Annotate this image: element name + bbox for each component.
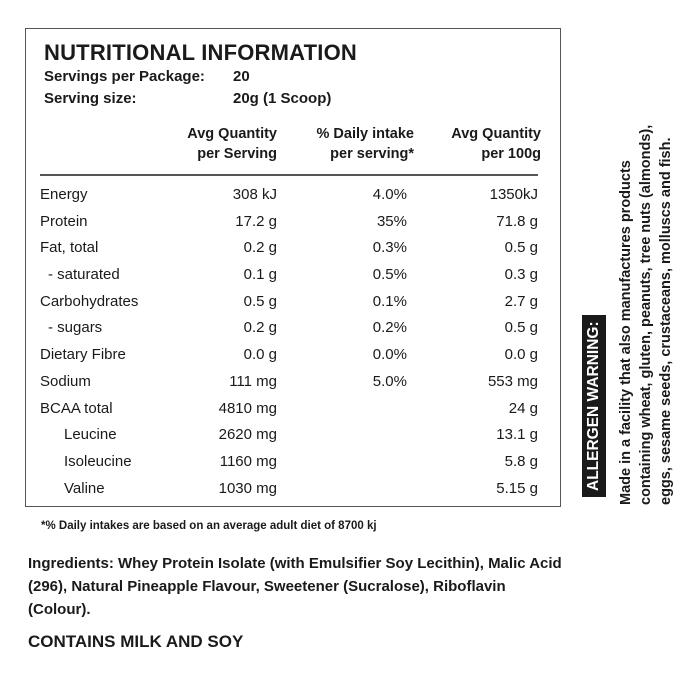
header-line: per serving*: [330, 146, 414, 162]
allergen-line: Made in a facility that also manufacture…: [618, 160, 634, 505]
panel-title: NUTRITIONAL INFORMATION: [44, 40, 357, 65]
table-row: Leucine 2620 mg 13.1 g: [0, 422, 560, 449]
allergen-warning-text: Made in a facility that also manufacture…: [616, 25, 676, 505]
per-100g-value: 0.3 g: [504, 266, 538, 284]
servings-per-package-label: Servings per Package:: [44, 68, 205, 85]
header-line: % Daily intake: [316, 126, 414, 142]
daily-intake-value: 0.1%: [372, 292, 407, 310]
header-divider: [40, 174, 538, 176]
per-serving-value: 2620 mg: [218, 426, 277, 444]
daily-intake-value: 4.0%: [372, 186, 407, 203]
nutrient-name: Leucine: [64, 426, 117, 444]
per-serving-value: 17.2 g: [235, 212, 277, 230]
per-serving-value: 0.0 g: [243, 346, 277, 364]
daily-intake-value: 5.0%: [372, 372, 407, 390]
per-100g-value: 2.7 g: [504, 292, 538, 310]
header-daily-intake: % Daily intake per serving*: [316, 124, 414, 164]
header-line: per 100g: [481, 146, 541, 162]
per-serving-value: 0.5 g: [243, 292, 277, 310]
nutrient-name: Dietary Fibre: [40, 346, 126, 364]
header-per-serving: Avg Quantity per Serving: [187, 124, 277, 164]
per-100g-value: 0.5 g: [504, 319, 538, 337]
per-serving-value: 1160 mg: [219, 452, 277, 470]
servings-per-package-value: 20: [233, 68, 250, 85]
table-row: - sugars 0.2 g 0.2% 0.5 g: [0, 315, 560, 342]
nutrient-name: Energy: [40, 186, 88, 203]
table-row: Fat, total 0.2 g 0.3% 0.5 g: [0, 235, 560, 262]
allergen-line: containing wheat, gluten, peanuts, tree …: [638, 124, 654, 505]
per-100g-value: 24 g: [508, 399, 538, 417]
daily-intake-value: 0.5%: [372, 266, 407, 284]
table-row: Valine 1030 mg 5.15 g: [0, 476, 560, 503]
serving-size-label: Serving size:: [44, 90, 137, 107]
per-100g-value: 5.15 g: [496, 479, 538, 497]
header-line: Avg Quantity: [451, 126, 541, 142]
allergen-line: eggs, sesame seeds, crustaceans, mollusc…: [658, 137, 674, 505]
footnote: *% Daily intakes are based on an average…: [41, 520, 377, 532]
per-100g-value: 0.5 g: [504, 239, 538, 257]
nutrient-name: BCAA total: [40, 399, 113, 417]
per-serving-value: 0.1 g: [243, 266, 277, 284]
per-serving-value: 1030 mg: [218, 479, 277, 497]
table-row: Sodium 111 mg 5.0% 553 mg: [0, 369, 560, 396]
nutrient-name: Protein: [40, 212, 88, 230]
header-line: Avg Quantity: [187, 126, 277, 142]
nutrient-name: Sodium: [40, 372, 91, 390]
daily-intake-value: 0.2%: [372, 319, 407, 337]
daily-intake-value: 0.0%: [372, 346, 407, 364]
per-serving-value: 4810 mg: [218, 399, 277, 417]
header-line: per Serving: [197, 146, 277, 162]
nutrient-name: - saturated: [48, 266, 120, 284]
per-100g-value: 13.1 g: [496, 426, 538, 444]
nutrition-table: Energy 308 kJ 4.0% 1350kJ Protein 17.2 g 35% 71…: [0, 182, 560, 502]
daily-intake-value: 0.3%: [372, 239, 407, 257]
nutrient-name: Valine: [64, 479, 105, 497]
table-row: Carbohydrates 0.5 g 0.1% 2.7 g: [0, 289, 560, 316]
per-100g-value: 5.8 g: [504, 452, 538, 470]
per-100g-value: 0.0 g: [504, 346, 538, 364]
per-100g-value: 553 mg: [487, 372, 538, 390]
allergen-warning-label: ALLERGEN WARNING:: [582, 315, 606, 497]
serving-size-value: 20g (1 Scoop): [233, 90, 332, 107]
table-row: - saturated 0.1 g 0.5% 0.3 g: [0, 262, 560, 289]
ingredients: Ingredients: Whey Protein Isolate (with …: [28, 555, 562, 618]
allergen-warning: ALLERGEN WARNING: Made in a facility tha…: [580, 25, 690, 505]
table-row: Protein 17.2 g 35% 71.8 g: [0, 209, 560, 236]
table-row: BCAA total 4810 mg 24 g: [0, 396, 560, 423]
per-100g-value: 1350kJ: [489, 186, 538, 203]
contains-statement: CONTAINS MILK AND SOY: [28, 632, 244, 651]
table-row: Isoleucine 1160 mg 5.8 g: [0, 449, 560, 476]
nutrient-name: - sugars: [48, 319, 103, 337]
nutrition-panel-border: [25, 28, 561, 507]
nutrient-name: Carbohydrates: [40, 292, 139, 310]
per-serving-value: 111 mg: [229, 372, 277, 390]
table-row: Dietary Fibre 0.0 g 0.0% 0.0 g: [0, 342, 560, 369]
per-serving-value: 0.2 g: [243, 319, 277, 337]
serving-size: Serving size: 20g (1 Scoop): [44, 90, 331, 107]
header-per-100g: Avg Quantity per 100g: [451, 124, 541, 164]
nutrient-name: Fat, total: [40, 239, 99, 257]
table-row: Energy 308 kJ 4.0% 1350kJ: [0, 182, 560, 209]
servings-per-package: Servings per Package: 20: [44, 68, 250, 85]
nutrient-name: Isoleucine: [64, 452, 132, 470]
per-serving-value: 308 kJ: [232, 186, 277, 203]
per-serving-value: 0.2 g: [243, 239, 277, 257]
daily-intake-value: 35%: [376, 212, 407, 230]
per-100g-value: 71.8 g: [496, 212, 538, 230]
